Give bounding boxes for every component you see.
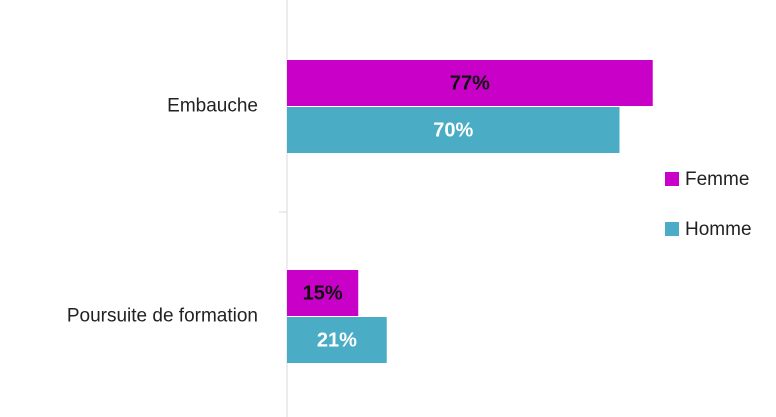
value-label: 77% xyxy=(450,72,490,94)
bar xyxy=(287,270,359,316)
bar xyxy=(287,317,387,363)
legend-label: Femme xyxy=(685,169,749,190)
bar xyxy=(287,60,653,106)
value-label: 15% xyxy=(303,282,343,304)
legend-label: Homme xyxy=(685,219,752,240)
legend-swatch xyxy=(665,222,679,236)
category-label: Poursuite de formation xyxy=(67,306,258,327)
legend-swatch xyxy=(665,172,679,186)
bar xyxy=(287,107,620,153)
value-label: 70% xyxy=(433,119,473,141)
value-label: 21% xyxy=(317,329,357,351)
category-label: Embauche xyxy=(167,96,258,117)
